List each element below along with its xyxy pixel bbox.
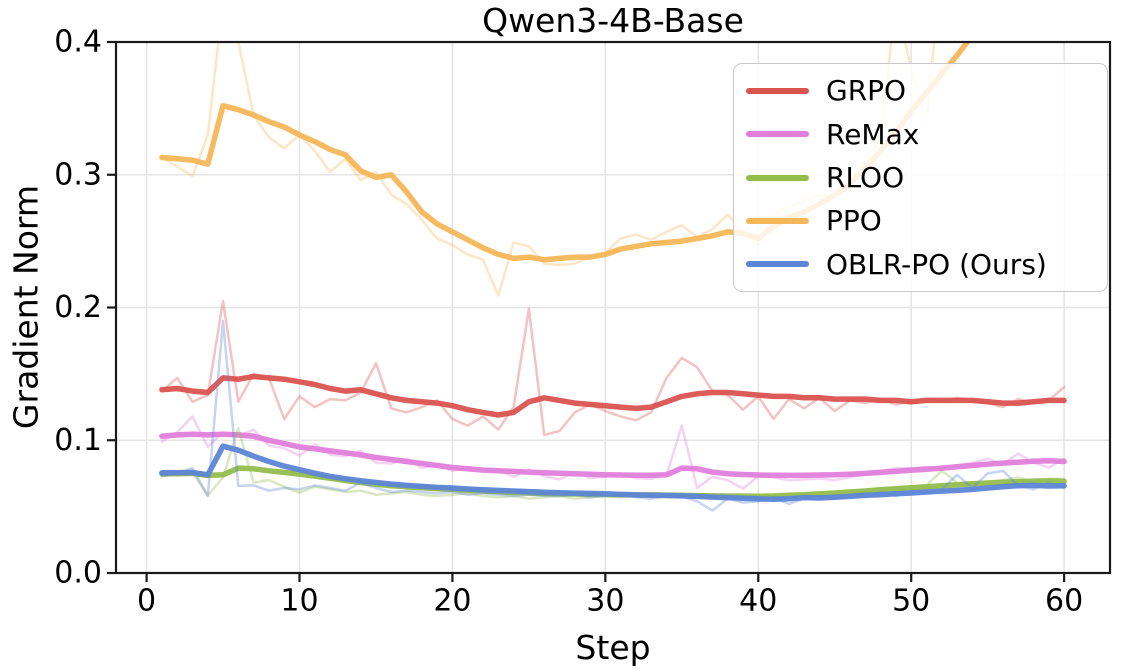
x-tick-label: 0: [137, 584, 156, 619]
x-tick-label: 10: [280, 584, 318, 619]
x-tick-label: 40: [739, 584, 777, 619]
y-tick-label: 0.1: [54, 423, 102, 458]
legend-item: ReMax: [746, 112, 1095, 155]
legend-item: PPO: [746, 199, 1095, 242]
y-tick-label: 0.2: [54, 290, 102, 325]
legend-item: GRPO: [746, 69, 1095, 112]
legend-label: OBLR-PO (Ours): [826, 247, 1047, 281]
x-tick-label: 50: [892, 584, 930, 619]
series-smoothed-line: [159, 373, 1067, 418]
series-raw-line: [160, 415, 1066, 490]
x-tick-label: 20: [433, 584, 471, 619]
legend-line-sample: [746, 261, 809, 268]
chart-title: Qwen3-4B-Base: [482, 1, 744, 40]
legend-label: ReMax: [826, 117, 920, 151]
legend-label: PPO: [826, 204, 882, 238]
legend-line-sample: [746, 131, 809, 138]
series-smoothed-line: [159, 431, 1067, 479]
legend-item: OBLR-PO (Ours): [746, 243, 1095, 286]
series-raw-line: [160, 299, 1066, 437]
legend-line-sample: [746, 174, 809, 181]
x-tick-label: 60: [1045, 584, 1083, 619]
y-tick-label: 0.3: [54, 157, 102, 192]
series-smoothed-line: [159, 443, 1067, 502]
y-tick-label: 0.4: [54, 25, 102, 60]
legend-line-sample: [746, 217, 809, 224]
legend-label: RLOO: [826, 161, 905, 195]
x-axis-label: Step: [575, 628, 651, 667]
y-tick-label: 0.0: [54, 556, 102, 591]
legend-label: GRPO: [826, 74, 907, 108]
legend: GRPO ReMax RLOO PPO OBLR-PO (Ours): [733, 63, 1108, 292]
legend-line-sample: [746, 87, 809, 94]
x-tick-label: 30: [586, 584, 624, 619]
legend-item: RLOO: [746, 156, 1095, 199]
